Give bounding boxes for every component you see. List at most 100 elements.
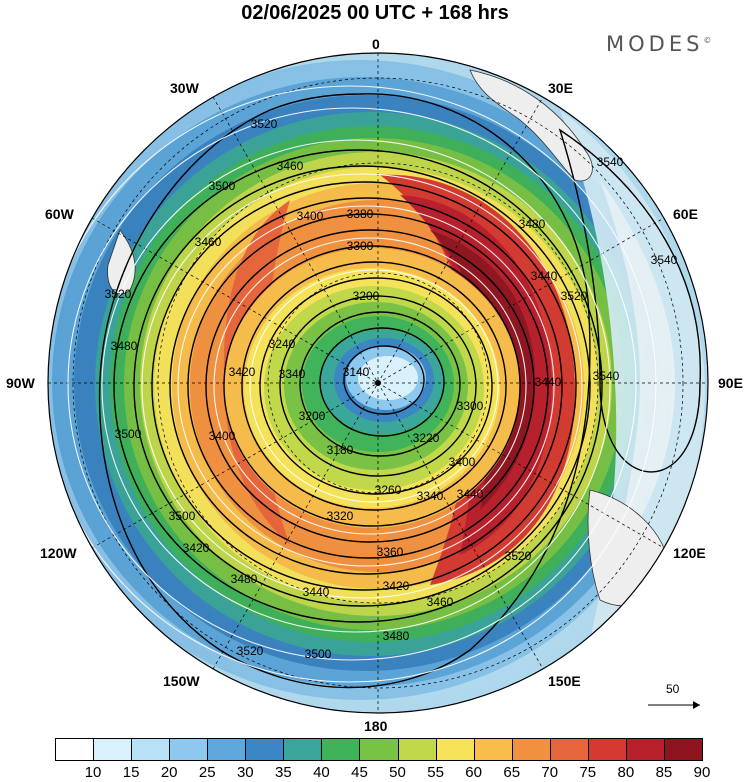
colorbar-tick-label: 70 <box>541 764 559 781</box>
lon-label-120w: 120W <box>40 545 77 561</box>
colorbar-tick-label: 20 <box>160 764 178 781</box>
contour-label: 3300 <box>347 239 374 253</box>
lon-label-60w: 60W <box>45 206 74 222</box>
contour-label: 3520 <box>105 287 132 301</box>
contour-label: 3300 <box>457 399 484 413</box>
lon-label-60e: 60E <box>673 206 698 222</box>
contour-label: 3540 <box>651 253 678 267</box>
contour-label: 3340 <box>279 367 306 381</box>
colorbar-swatch <box>169 738 209 761</box>
contour-label: 3520 <box>237 644 264 658</box>
contour-label: 3420 <box>229 365 256 379</box>
colorbar-tick-label: 55 <box>427 764 444 781</box>
colorbar-tick-label: 50 <box>389 764 406 781</box>
colorbar-tick-label: 25 <box>198 764 216 781</box>
contour-label: 3460 <box>427 595 454 609</box>
colorbar-swatch <box>55 738 95 761</box>
contour-label: 3480 <box>111 339 138 353</box>
lon-label-0: 0 <box>372 36 380 52</box>
contour-label: 3440 <box>531 269 558 283</box>
contour-label: 3480 <box>231 572 258 586</box>
colorbar-tick-label: 60 <box>465 764 482 781</box>
colorbar-tick-label: 15 <box>122 764 140 781</box>
colorbar <box>55 738 703 761</box>
contour-label: 3500 <box>305 647 332 661</box>
contour-label: 3520 <box>505 549 532 563</box>
colorbar-swatch <box>435 738 475 761</box>
map-border <box>47 52 709 714</box>
contour-label: 3440 <box>535 375 562 389</box>
colorbar-tick-label: 75 <box>579 764 597 781</box>
height-contours <box>98 93 701 689</box>
colorbar-swatch <box>625 738 665 761</box>
contour-label: 3420 <box>183 541 210 555</box>
contour-label: 3200 <box>299 409 326 423</box>
colorbar-tick-label: 10 <box>84 764 102 781</box>
colorbar-swatch <box>473 738 513 761</box>
colorbar-swatch <box>321 738 361 761</box>
contour-label: 3340 <box>417 489 444 503</box>
contour-label: 3460 <box>195 235 222 249</box>
colorbar-swatch <box>359 738 399 761</box>
contour-label: 3360 <box>377 545 404 559</box>
lon-label-90e: 90E <box>718 375 743 391</box>
copyright-mark: © <box>703 36 712 45</box>
colorbar-tick-label: 30 <box>236 764 254 781</box>
colorbar-swatch <box>131 738 171 761</box>
contour-label: 3140 <box>343 365 370 379</box>
contour-label: 3500 <box>169 509 196 523</box>
contour-label: 3500 <box>209 179 236 193</box>
reference-vector-label: 50 <box>666 682 680 696</box>
contour-label: 3500 <box>115 427 142 441</box>
contour-label: 3480 <box>383 629 410 643</box>
south-pole-marker <box>375 380 381 386</box>
polar-map: 3520 3500 3460 3380 3400 3460 3300 3200 3140 3520… <box>43 52 709 714</box>
wind-streamlines <box>43 85 657 683</box>
contour-label: 3260 <box>375 483 402 497</box>
reference-vector <box>648 701 700 709</box>
colorbar-tick-label: 80 <box>617 764 635 781</box>
contour-label: 3520 <box>561 289 588 303</box>
contour-label: 3480 <box>519 217 546 231</box>
lon-label-30w: 30W <box>170 80 199 96</box>
contour-label: 3220 <box>413 431 440 445</box>
contour-label: 3240 <box>269 337 296 351</box>
colorbar-swatch <box>549 738 589 761</box>
colorbar-tick-label: 90 <box>693 764 711 781</box>
contour-label: 3540 <box>597 155 624 169</box>
contour-label: 3440 <box>457 487 484 501</box>
colorbar-swatch <box>397 738 437 761</box>
brand-logo: MODES© <box>606 32 711 56</box>
colorbar-swatch <box>511 738 551 761</box>
contour-label: 3400 <box>449 455 476 469</box>
contour-label: 3520 <box>251 117 278 131</box>
contour-label: 3320 <box>327 509 354 523</box>
lon-label-30e: 30E <box>548 80 573 96</box>
colorbar-tick-label: 65 <box>503 764 521 781</box>
colorbar-swatch <box>283 738 323 761</box>
lon-label-150w: 150W <box>163 673 200 689</box>
contour-label: 3540 <box>593 369 620 383</box>
map-title: 02/06/2025 00 UTC + 168 hrs <box>241 2 509 24</box>
contour-label: 3440 <box>303 585 330 599</box>
contour-label: 3420 <box>383 579 410 593</box>
colorbar-tick-label: 35 <box>275 764 292 781</box>
lon-label-90w: 90W <box>6 375 35 391</box>
colorbar-swatch <box>245 738 285 761</box>
contour-labels: 3520 3500 3460 3380 3400 3460 3300 3200 3140 3520… <box>105 117 678 661</box>
colorbar-tick-label: 40 <box>313 764 330 781</box>
lon-label-150e: 150E <box>548 673 581 689</box>
colorbar-tick-label: 45 <box>351 764 368 781</box>
colorbar-swatch <box>587 738 627 761</box>
contour-label: 3460 <box>277 159 304 173</box>
colorbar-swatch <box>93 738 133 761</box>
colorbar-swatch <box>663 738 703 761</box>
lon-label-120e: 120E <box>673 545 706 561</box>
contour-label: 3400 <box>209 429 236 443</box>
lon-label-180: 180 <box>364 718 388 734</box>
contour-label: 3180 <box>327 443 354 457</box>
colorbar-tick-label: 85 <box>655 764 673 781</box>
contour-label: 3200 <box>353 289 380 303</box>
contour-label: 3400 <box>297 209 324 223</box>
contour-label: 3380 <box>347 207 374 221</box>
